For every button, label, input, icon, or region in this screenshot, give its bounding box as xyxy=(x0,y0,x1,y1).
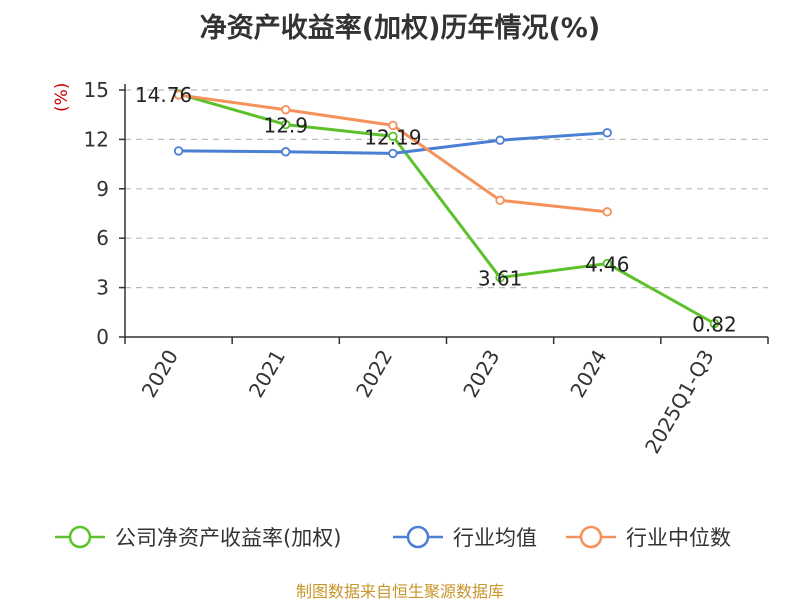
series-2-point-3 xyxy=(495,195,505,206)
y-tick-label-15: 15 xyxy=(84,78,109,102)
series-2-point-4 xyxy=(602,207,612,217)
axes: 0 3 6 9 12 15 2020 2021 2022 2023 2024 2025Q1-Q3 xyxy=(84,78,769,458)
series-line-0 xyxy=(178,92,716,325)
y-tick-label-12: 12 xyxy=(84,127,109,151)
series-0-point-4 xyxy=(602,258,612,269)
series-1-point-2 xyxy=(388,148,398,159)
y-tick-label-3: 3 xyxy=(96,276,109,300)
data-label-3: 3.61 xyxy=(478,267,523,291)
series-1-point-0 xyxy=(173,146,184,156)
x-tick-label-2022: 2022 xyxy=(351,346,397,402)
series-1-point-3 xyxy=(495,135,505,145)
data-label-5: 0.82 xyxy=(692,312,737,336)
data-label-0: 14.76 xyxy=(135,83,192,107)
legend-marker-0 xyxy=(68,525,92,549)
series-0-point-1 xyxy=(281,119,291,130)
series-2-point-1 xyxy=(281,105,291,115)
legend-label-0: 公司净资产收益率(加权) xyxy=(115,526,341,550)
series-lines xyxy=(173,89,720,329)
gridlines xyxy=(125,89,768,289)
x-tick-label-2021: 2021 xyxy=(244,346,290,402)
legend-marker-2 xyxy=(579,525,603,549)
series-0-point-3 xyxy=(495,272,505,283)
chart-title: 净资产收益率(加权)历年情况(%) xyxy=(199,13,601,44)
x-tick-label-2023: 2023 xyxy=(458,346,504,402)
series-2-point-0 xyxy=(173,90,184,100)
y-tick-label-0: 0 xyxy=(96,325,109,349)
data-label-2: 12.19 xyxy=(364,125,421,149)
data-label-4: 4.46 xyxy=(585,253,630,277)
y-tick-label-9: 9 xyxy=(96,177,109,201)
x-tick-label-2024: 2024 xyxy=(565,346,611,402)
series-1-point-1 xyxy=(281,147,291,157)
series-1-point-4 xyxy=(602,128,612,138)
legend-marker-1 xyxy=(406,525,430,549)
series-0-point-2 xyxy=(388,131,398,141)
legend-label-2: 行业中位数 xyxy=(626,526,731,550)
source-note: 制图数据来自恒生聚源数据库 xyxy=(295,582,504,601)
legend: 公司净资产收益率(加权) 行业均值 行业中位数 xyxy=(55,525,731,550)
series-0-point-5 xyxy=(709,318,720,329)
data-label-1: 12.9 xyxy=(263,114,308,138)
y-tick-label-6: 6 xyxy=(96,226,109,250)
x-tick-label-2025Q1-Q3: 2025Q1-Q3 xyxy=(640,346,719,458)
data-labels: 14.76 12.9 12.19 3.61 4.46 0.82 xyxy=(135,83,737,337)
legend-label-1: 行业均值 xyxy=(453,526,537,550)
x-tick-label-2020: 2020 xyxy=(137,346,183,402)
series-2-point-2 xyxy=(388,120,398,131)
